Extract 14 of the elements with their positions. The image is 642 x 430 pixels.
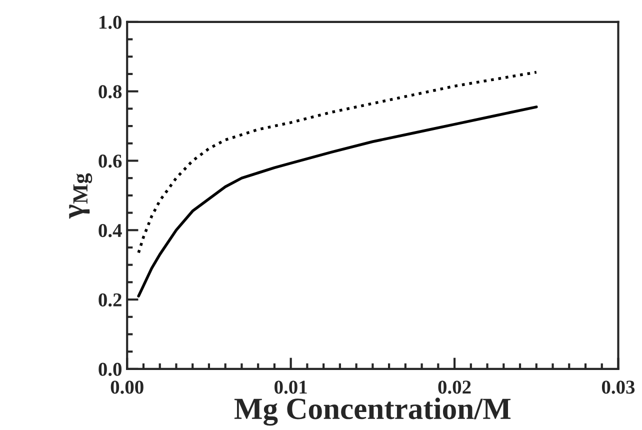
y-tick-label: 0.8 — [98, 85, 122, 98]
x-tick-label: 0.03 — [602, 380, 635, 394]
y-tick-label: 0.2 — [98, 293, 122, 307]
x-tick-label: 0.01 — [274, 380, 307, 394]
x-tick-label: 0.02 — [438, 380, 471, 394]
y-axis-title: γ$_{Mg}$ — [69, 173, 92, 219]
x-tick-label: 0.00 — [110, 380, 144, 394]
y-tick-label: 0.6 — [98, 154, 122, 168]
y-tick-label: 0.0 — [98, 362, 122, 376]
x-axis-title: Mg Concentration/M — [234, 398, 511, 426]
line-series — [137, 70, 538, 254]
line-series — [137, 106, 538, 298]
y-tick-label: 1.0 — [100, 16, 122, 29]
y-tick-label: 0.4 — [98, 224, 122, 238]
